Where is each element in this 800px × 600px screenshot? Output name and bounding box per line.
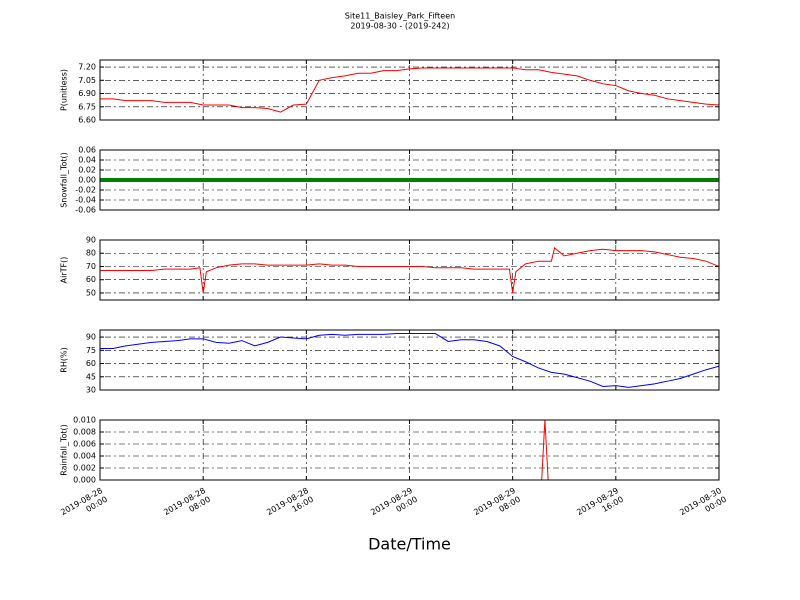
y-tick-label: 60 (86, 359, 96, 368)
y-tick-label: 90 (86, 333, 96, 342)
y-tick-label: 0.002 (73, 464, 96, 473)
y-tick-label: -0.06 (75, 206, 96, 215)
y-tick-label: 45 (86, 372, 96, 381)
y-axis-label: Rainfall_Tot() (60, 424, 69, 476)
y-tick-label: 0.010 (73, 416, 96, 425)
y-tick-label: 0.006 (73, 440, 96, 449)
axes-frame (99, 149, 720, 211)
y-tick-label: 6.60 (78, 116, 96, 125)
y-axis-label: Snowfall_Tot() (60, 152, 69, 208)
x-axis-label: Date/Time (368, 535, 451, 554)
y-tick-label: 7.05 (78, 76, 96, 85)
y-axis-label: AirTF() (60, 257, 69, 284)
y-tick-label: 70 (86, 262, 96, 271)
y-tick-label: 0.008 (73, 428, 96, 437)
y-tick-label: 80 (86, 249, 96, 258)
y-tick-label: -0.02 (75, 186, 96, 195)
axes-frame (99, 329, 720, 391)
y-tick-label: 75 (86, 346, 96, 355)
data-line (100, 247, 719, 294)
y-axis-label: RH(%) (60, 347, 69, 372)
y-tick-label: 6.75 (78, 102, 96, 111)
y-tick-label: 0.02 (78, 166, 96, 175)
axes-frame (99, 59, 720, 121)
y-tick-label: -0.04 (75, 196, 96, 205)
axes-frame (99, 419, 720, 481)
y-tick-label: 90 (86, 236, 96, 245)
y-tick-label: 0.00 (78, 176, 96, 185)
y-tick-label: 7.20 (78, 63, 96, 72)
y-tick-label: 0.000 (73, 476, 96, 485)
data-line (100, 67, 719, 113)
y-axis-label: P(unitless) (60, 69, 69, 111)
y-tick-label: 0.06 (78, 146, 96, 155)
axes-frame (99, 239, 720, 301)
y-tick-label: 6.90 (78, 89, 96, 98)
data-line (100, 333, 719, 388)
y-tick-label: 30 (86, 386, 96, 395)
y-tick-label: 60 (86, 275, 96, 284)
y-tick-label: 50 (86, 288, 96, 297)
chart-subtitle: 2019-08-30 - (2019-242) (350, 22, 449, 31)
y-tick-label: 0.004 (73, 452, 96, 461)
y-tick-label: 0.04 (78, 156, 96, 165)
chart-title: Site11_Baisley_Park_Fifteen (345, 12, 455, 21)
